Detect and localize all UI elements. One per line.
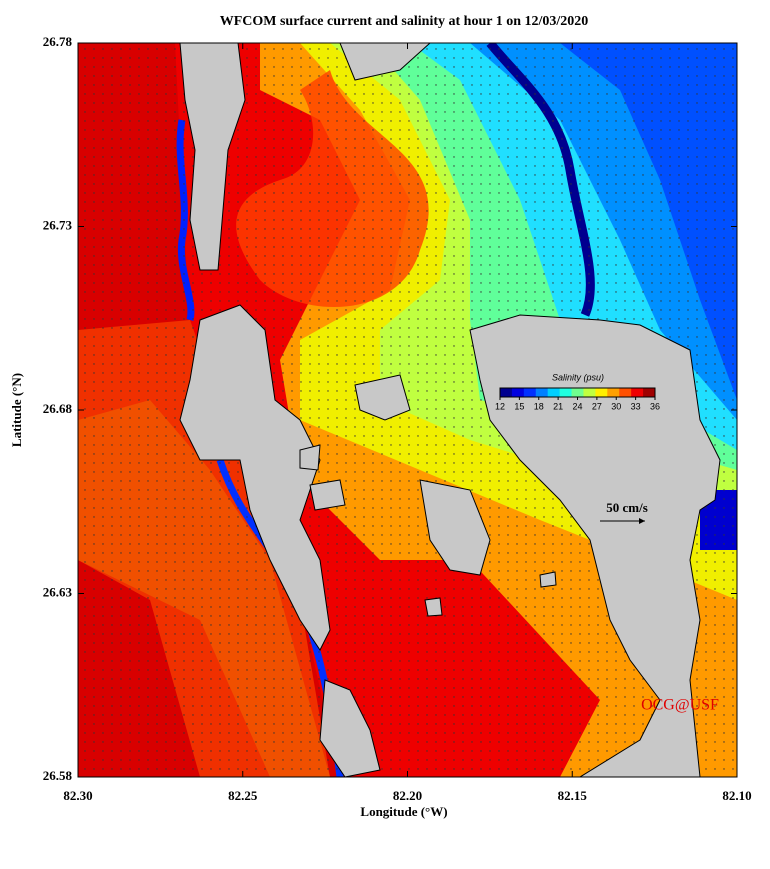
colorbar-swatch (583, 388, 596, 397)
map-title: WFCOM surface current and salinity at ho… (220, 14, 589, 29)
colorbar-tick-label: 36 (650, 401, 660, 411)
scale-label: 50 cm/s (606, 500, 648, 515)
colorbar-swatch (547, 388, 561, 397)
x-axis-label: Longitude (°W) (360, 804, 447, 819)
x-tick-label: 82.20 (393, 788, 422, 803)
colorbar-swatch (571, 388, 584, 397)
colorbar-tick-label: 24 (572, 401, 582, 411)
credit: OCG@USF (641, 697, 719, 714)
x-tick-label: 82.25 (228, 788, 258, 803)
salinity-field (78, 43, 737, 777)
colorbar-tick-label: 27 (592, 401, 602, 411)
x-tick-label: 82.10 (722, 788, 751, 803)
x-tick-label: 82.15 (558, 788, 588, 803)
colorbar-tick-label: 21 (553, 401, 563, 411)
colorbar-swatch (607, 388, 620, 397)
y-tick-label: 26.73 (43, 217, 73, 232)
colorbar-swatch (595, 388, 608, 397)
y-axis-label: Latitude (°N) (9, 373, 24, 447)
colorbar-swatch (631, 388, 644, 397)
colorbar-title: Salinity (psu) (552, 372, 604, 382)
colorbar-tick-label: 33 (631, 401, 641, 411)
colorbar-tick-label: 18 (534, 401, 544, 411)
y-tick-label: 26.78 (43, 34, 73, 49)
colorbar-swatch (535, 388, 549, 397)
colorbar-swatch (643, 388, 656, 397)
scale-arrow-head (639, 518, 645, 524)
colorbar-swatch (559, 388, 573, 397)
colorbar-swatch (511, 388, 525, 397)
x-tick-label: 82.30 (63, 788, 92, 803)
y-tick-label: 26.58 (43, 768, 73, 783)
y-tick-label: 26.68 (43, 401, 73, 416)
colorbar-tick-label: 30 (611, 401, 621, 411)
colorbar-tick-label: 15 (514, 401, 524, 411)
colorbar-swatch (523, 388, 537, 397)
y-tick-label: 26.63 (43, 584, 73, 599)
colorbar-swatch (500, 388, 513, 397)
colorbar-tick-label: 12 (495, 401, 505, 411)
colorbar-swatch (619, 388, 632, 397)
